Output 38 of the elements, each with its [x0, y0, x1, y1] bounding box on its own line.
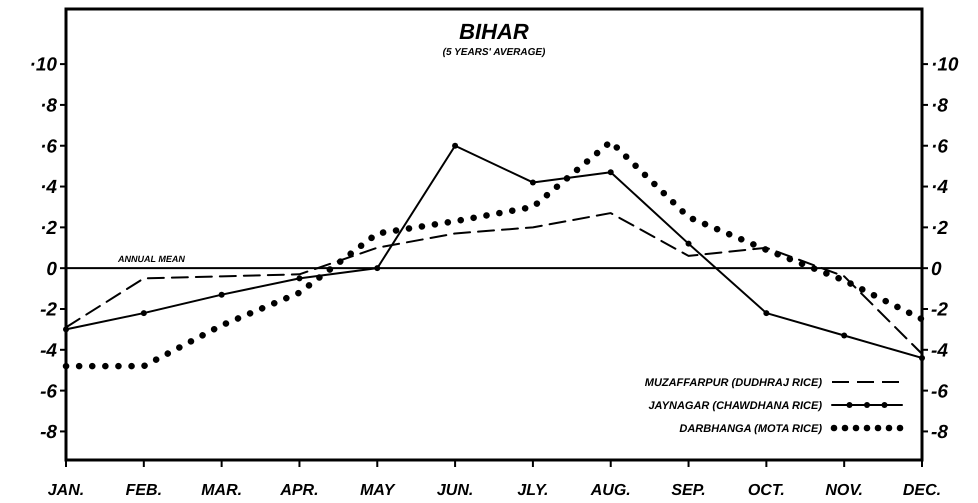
- y-tick-label: ·2: [40, 218, 58, 240]
- x-tick-label: JLY.: [517, 482, 548, 499]
- x-tick-label: MAY: [360, 482, 396, 499]
- x-tick-label: JAN.: [48, 482, 84, 499]
- x-tick-label: FEB.: [126, 482, 162, 499]
- legend-label: JAYNAGAR (CHAWDHANA RICE): [648, 400, 822, 412]
- y-tick-label: ·6: [40, 136, 58, 158]
- y2-tick-label: ·8: [931, 96, 948, 117]
- x-tick-label: APR.: [279, 482, 319, 499]
- y2-tick-label: ·2: [931, 218, 948, 240]
- y-tick-label: ·4: [40, 177, 58, 198]
- y2-tick-label: ·4: [931, 177, 948, 198]
- y2-tick-label: -8: [931, 422, 948, 444]
- text: BIHAR: [459, 19, 529, 44]
- legend-label: DARBHANGA (MOTA RICE): [679, 422, 822, 435]
- x-tick-label: DEC.: [902, 482, 942, 499]
- y-tick-label: ·10: [30, 54, 58, 76]
- y2-tick-label: ·10: [931, 54, 959, 76]
- y2-tick-label: 0: [931, 258, 942, 280]
- y-tick-label: -4: [40, 340, 58, 362]
- ref-line-label: ANNUAL MEAN: [117, 254, 186, 264]
- y-tick-label: -2: [40, 300, 58, 321]
- y-tick-label: -8: [40, 422, 58, 444]
- text: (5 YEARS' AVERAGE): [442, 47, 546, 58]
- x-tick-label: MAR.: [201, 482, 242, 499]
- x-tick-label: AUG.: [590, 482, 631, 499]
- y2-tick-label: -2: [931, 300, 948, 321]
- legend-label: MUZAFFARPUR (DUDHRAJ RICE): [644, 376, 822, 389]
- x-tick-label: JUN.: [436, 482, 474, 499]
- x-tick-label: NOV.: [825, 482, 864, 499]
- y-tick-label: -6: [40, 381, 58, 402]
- y-tick-label: ·8: [40, 96, 58, 117]
- x-tick-label: SEP.: [671, 482, 706, 499]
- y2-tick-label: ·6: [931, 136, 948, 158]
- x-tick-label: OCT.: [748, 482, 785, 499]
- y2-tick-label: -4: [931, 340, 948, 362]
- y-tick-label: 0: [46, 258, 58, 280]
- y2-tick-label: -6: [931, 381, 948, 402]
